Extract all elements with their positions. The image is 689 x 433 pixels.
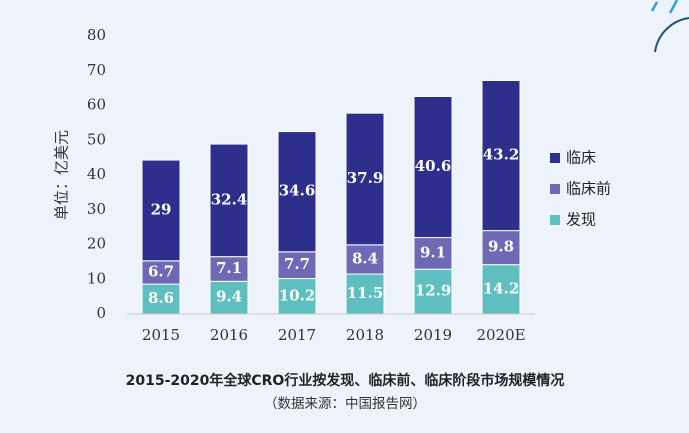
bar-segment (277, 131, 317, 253)
corner-decoration (650, 0, 689, 53)
data-label: 9.8 (488, 238, 514, 256)
data-label: 11.5 (347, 284, 384, 302)
legend-swatch (550, 215, 560, 225)
bar-segment (209, 256, 249, 282)
x-tick-label: 2015 (142, 326, 180, 344)
x-tick-label: 2017 (278, 326, 316, 344)
y-tick-label: 40 (87, 165, 106, 183)
y-tick-label: 0 (96, 304, 106, 322)
y-tick-label: 20 (87, 235, 106, 253)
legend-swatch (550, 184, 560, 194)
data-label: 7.1 (216, 259, 242, 277)
data-label: 40.6 (415, 157, 452, 175)
bar-segment (413, 95, 453, 239)
decor-stroke (650, 1, 659, 12)
x-axis: 2015 2016 2017 2018 2019 2020E (142, 326, 526, 344)
y-tick-label: 50 (87, 130, 106, 148)
data-label: 6.7 (148, 262, 174, 280)
data-label: 9.4 (216, 288, 242, 306)
legend-label: 临床前 (566, 180, 611, 198)
data-label: 29 (151, 200, 172, 218)
bar-segment (209, 280, 249, 315)
decor-arc (654, 17, 689, 53)
y-tick-label: 30 (87, 200, 106, 218)
bar-segment (345, 273, 385, 315)
bar-segment (345, 112, 385, 246)
bar-segment (413, 237, 453, 270)
chart-title: 2015-2020年全球CRO行业按发现、临床前、临床阶段市场规模情况 (126, 372, 565, 389)
bar-segment (481, 264, 521, 315)
bar-segment (481, 230, 521, 266)
bar-segment (413, 268, 453, 315)
data-label: 14.2 (483, 279, 520, 297)
chart-source: （数据来源：中国报告网） (264, 396, 426, 412)
y-tick-label: 80 (87, 26, 106, 44)
data-label: 8.6 (148, 289, 174, 307)
x-tick-label: 2019 (414, 326, 452, 344)
data-label: 32.4 (211, 190, 248, 208)
bar-segment (277, 251, 317, 280)
bar-segment (141, 159, 181, 262)
data-label: 9.1 (420, 243, 446, 261)
y-tick-label: 70 (87, 61, 106, 79)
data-label: 37.9 (347, 169, 384, 187)
y-axis-label: 单位：亿美元 (53, 130, 71, 220)
x-tick-label: 2016 (210, 326, 248, 344)
y-tick-label: 60 (87, 96, 106, 114)
data-label: 10.2 (279, 286, 316, 304)
x-tick-label: 2018 (346, 326, 384, 344)
legend-label: 发现 (566, 211, 596, 229)
decor-stroke (668, 0, 679, 14)
data-label: 34.6 (279, 182, 316, 200)
bars: 8.6 6.7 29 9.4 7.1 32.4 10.2 7.7 34.6 11.5 8.4 37.9… (141, 79, 521, 315)
data-label: 43.2 (483, 146, 520, 164)
legend-swatch (550, 153, 560, 163)
bar-segment (209, 143, 249, 258)
x-tick-label: 2020E (476, 326, 525, 344)
data-label: 7.7 (284, 255, 310, 273)
data-label: 8.4 (352, 249, 378, 267)
legend-label: 临床 (566, 149, 596, 167)
y-tick-label: 10 (87, 269, 106, 287)
bar-segment (141, 283, 181, 315)
bar-segment (481, 79, 521, 232)
data-label: 12.9 (415, 282, 452, 300)
y-axis: 0 10 20 30 40 50 60 70 80 (87, 26, 106, 322)
